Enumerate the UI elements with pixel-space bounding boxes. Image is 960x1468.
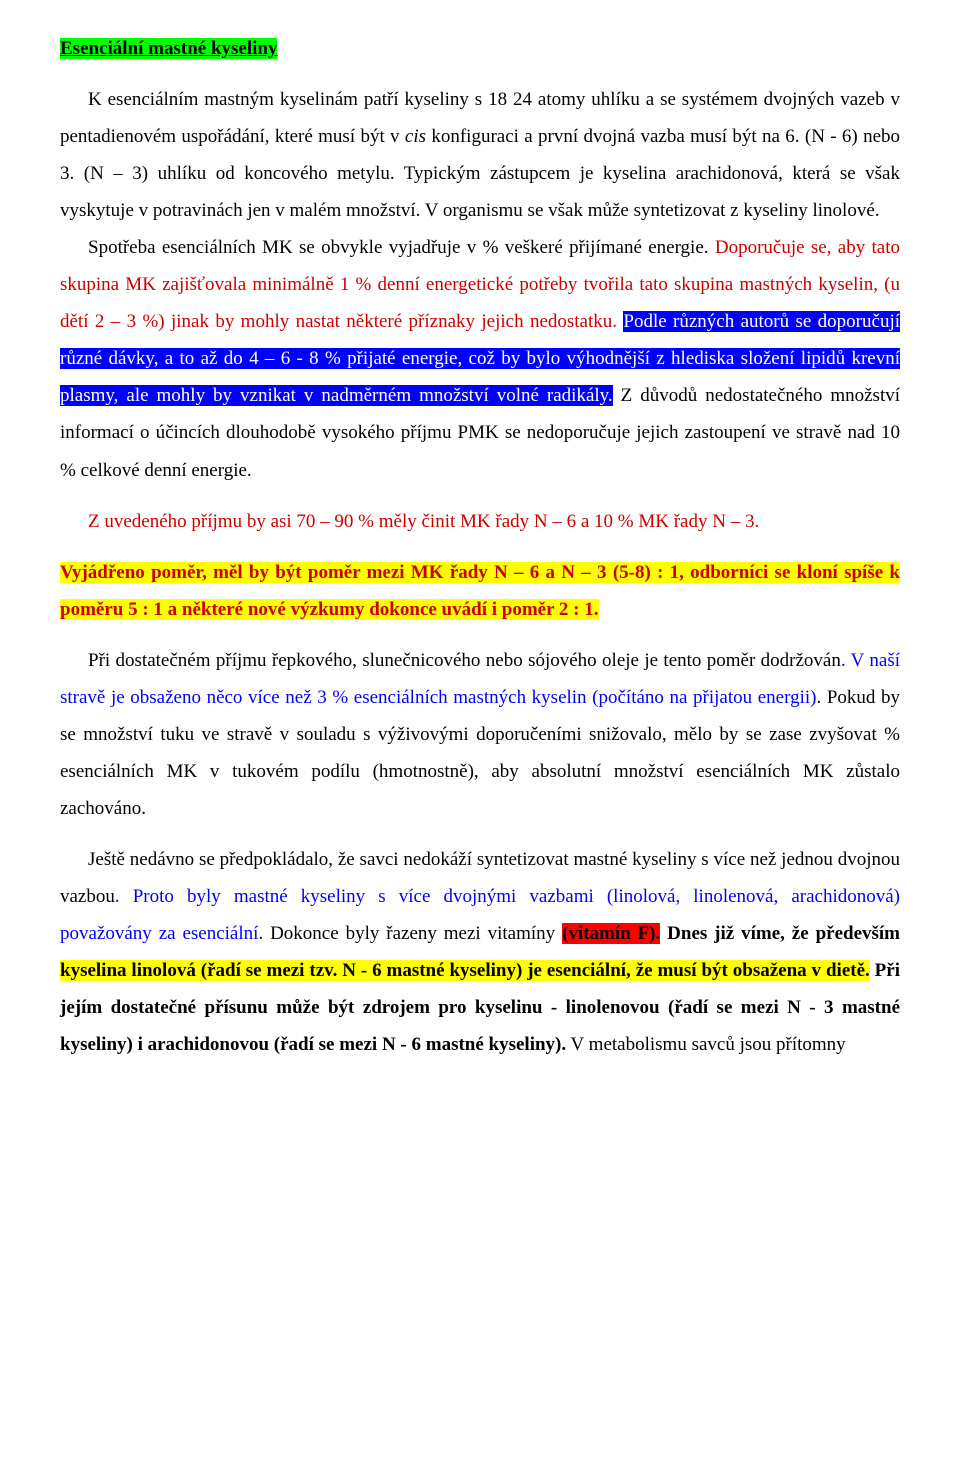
doc-title: Esenciální mastné kyseliny (60, 38, 277, 59)
paragraph-4: Vyjádřeno poměr, měl by být poměr mezi M… (60, 554, 900, 628)
p2-text-a: Spotřeba esenciálních MK se obvykle vyja… (60, 237, 715, 258)
paragraph-6: Ještě nedávno se předpokládalo, že savci… (60, 841, 900, 1063)
paragraph-2: Spotřeba esenciálních MK se obvykle vyja… (60, 229, 900, 488)
p4-text: Vyjádřeno poměr, měl by být poměr mezi M… (60, 562, 900, 620)
p6-text-e: Dnes již víme, že především (660, 923, 900, 944)
paragraph-5: Při dostatečném příjmu řepkového, sluneč… (60, 642, 900, 827)
paragraph-3: Z uvedeného příjmu by asi 70 – 90 % měly… (60, 503, 900, 540)
paragraph-1: K esenciálním mastným kyselinám patří ky… (60, 81, 900, 229)
p5-text-a: Při dostatečném příjmu řepkového, sluneč… (60, 650, 841, 671)
p1-cis: cis (405, 126, 426, 147)
p3-text: Z uvedeného příjmu by asi 70 – 90 % měly… (60, 511, 759, 532)
p6-text-c: . Dokonce byly řazeny mezi vitamíny (258, 923, 562, 944)
p6-text-f: kyselina linolová (řadí se mezi tzv. N -… (60, 960, 870, 981)
p6-text-h: V metabolismu savců jsou přítomny (566, 1034, 846, 1055)
p6-text-d: (vitamín F). (562, 923, 660, 944)
